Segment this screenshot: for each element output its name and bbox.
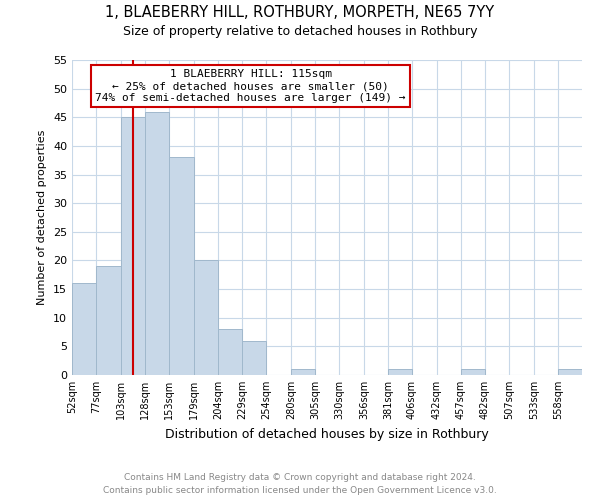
Bar [194,260,218,375]
Text: 1, BLAEBERRY HILL, ROTHBURY, MORPETH, NE65 7YY: 1, BLAEBERRY HILL, ROTHBURY, MORPETH, NE… [106,5,494,20]
Bar [291,370,315,375]
Bar [558,370,582,375]
Text: Contains HM Land Registry data © Crown copyright and database right 2024.
Contai: Contains HM Land Registry data © Crown c… [103,474,497,495]
Bar [242,340,266,375]
Text: Size of property relative to detached houses in Rothbury: Size of property relative to detached ho… [123,25,477,38]
Y-axis label: Number of detached properties: Number of detached properties [37,130,47,305]
Bar [96,266,121,375]
Bar [145,112,169,375]
Bar [72,284,96,375]
Bar [218,329,242,375]
Text: 1 BLAEBERRY HILL: 115sqm
← 25% of detached houses are smaller (50)
74% of semi-d: 1 BLAEBERRY HILL: 115sqm ← 25% of detach… [95,70,406,102]
X-axis label: Distribution of detached houses by size in Rothbury: Distribution of detached houses by size … [165,428,489,440]
Bar [169,158,194,375]
Bar [388,370,412,375]
Bar [461,370,485,375]
Bar [121,118,145,375]
